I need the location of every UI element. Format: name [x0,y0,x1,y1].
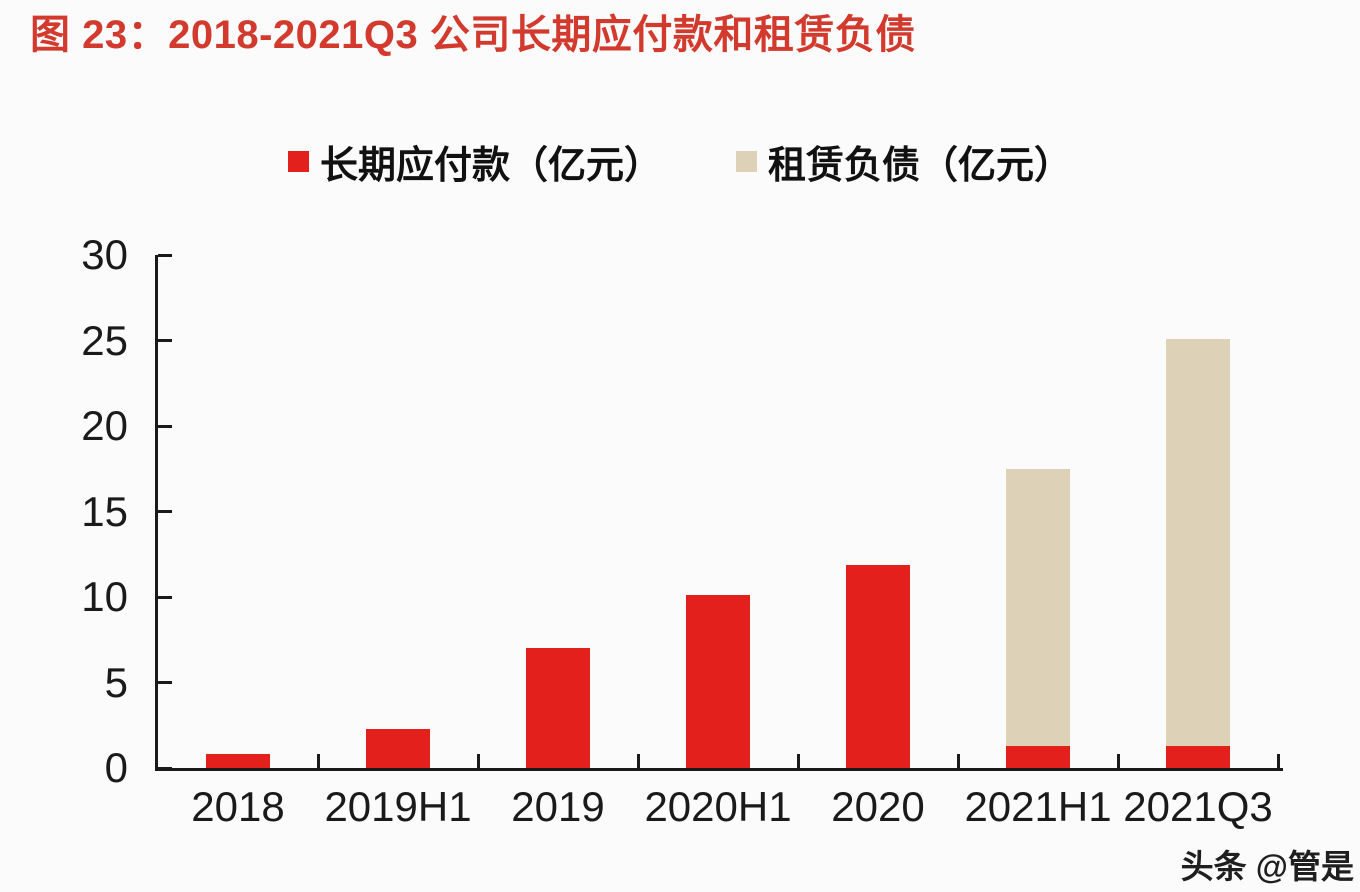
legend-swatch-red [287,151,309,172]
bar-segment [206,754,270,768]
x-axis-tick [1276,754,1280,768]
y-tick-label: 5 [104,658,128,706]
y-tick-label: 15 [81,487,128,535]
bar-segment [1006,468,1070,746]
legend-item-lease-liabilities: 租赁负债（亿元） [736,134,1072,189]
watermark: 头条 @管是 [1180,848,1354,885]
x-tick-label: 2018 [191,783,285,830]
y-tick-label: 10 [81,573,128,620]
y-axis-tick [158,766,172,770]
plot-area: 0 5 10 15 20 25 30 2018 2019H1 2019 2020H1 2020 2021… [81,231,1283,830]
legend-item-long-term-payables: 长期应付款（亿元） [287,134,662,189]
bar-segment [686,595,750,768]
x-axis-tick [956,754,960,768]
x-tick-label: 2020H1 [644,783,792,830]
x-axis-tick [636,754,640,768]
legend: 长期应付款（亿元） 租赁负债（亿元） [0,134,1360,189]
y-axis-tick [158,595,172,599]
y-tick-label: 0 [104,744,128,791]
y-tick-label: 20 [81,402,128,449]
x-axis-tick [1116,754,1120,768]
x-tick-label: 2019H1 [324,783,472,830]
legend-swatch-tan [736,151,757,172]
x-axis-tick [796,754,800,768]
legend-label-long-term-payables: 长期应付款（亿元） [319,145,662,187]
y-tick-label: 30 [81,231,128,278]
bar-segment [846,564,910,768]
bar-segment [1006,745,1070,768]
chart-title: 图 23：2018-2021Q3 公司长期应付款和租赁负债 [30,13,916,57]
legend-label-lease-liabilities: 租赁负债（亿元） [768,145,1073,187]
y-axis-tick [158,681,172,684]
bar-segment [1166,338,1230,746]
x-tick-label: 2019 [511,783,605,830]
bar-segment [366,728,430,768]
bar-segment [526,648,590,768]
bar-segment [1166,745,1230,768]
x-tick-label: 2021Q3 [1123,783,1273,830]
y-axis-tick [158,339,172,342]
x-axis-tick [316,754,320,768]
y-axis-tick [158,424,172,428]
x-tick-label: 2021H1 [964,783,1112,830]
y-axis-tick [158,253,172,257]
y-tick-label: 25 [81,316,128,364]
x-axis-tick [476,754,480,768]
y-axis-tick [158,510,172,513]
x-tick-label: 2020 [831,783,925,830]
